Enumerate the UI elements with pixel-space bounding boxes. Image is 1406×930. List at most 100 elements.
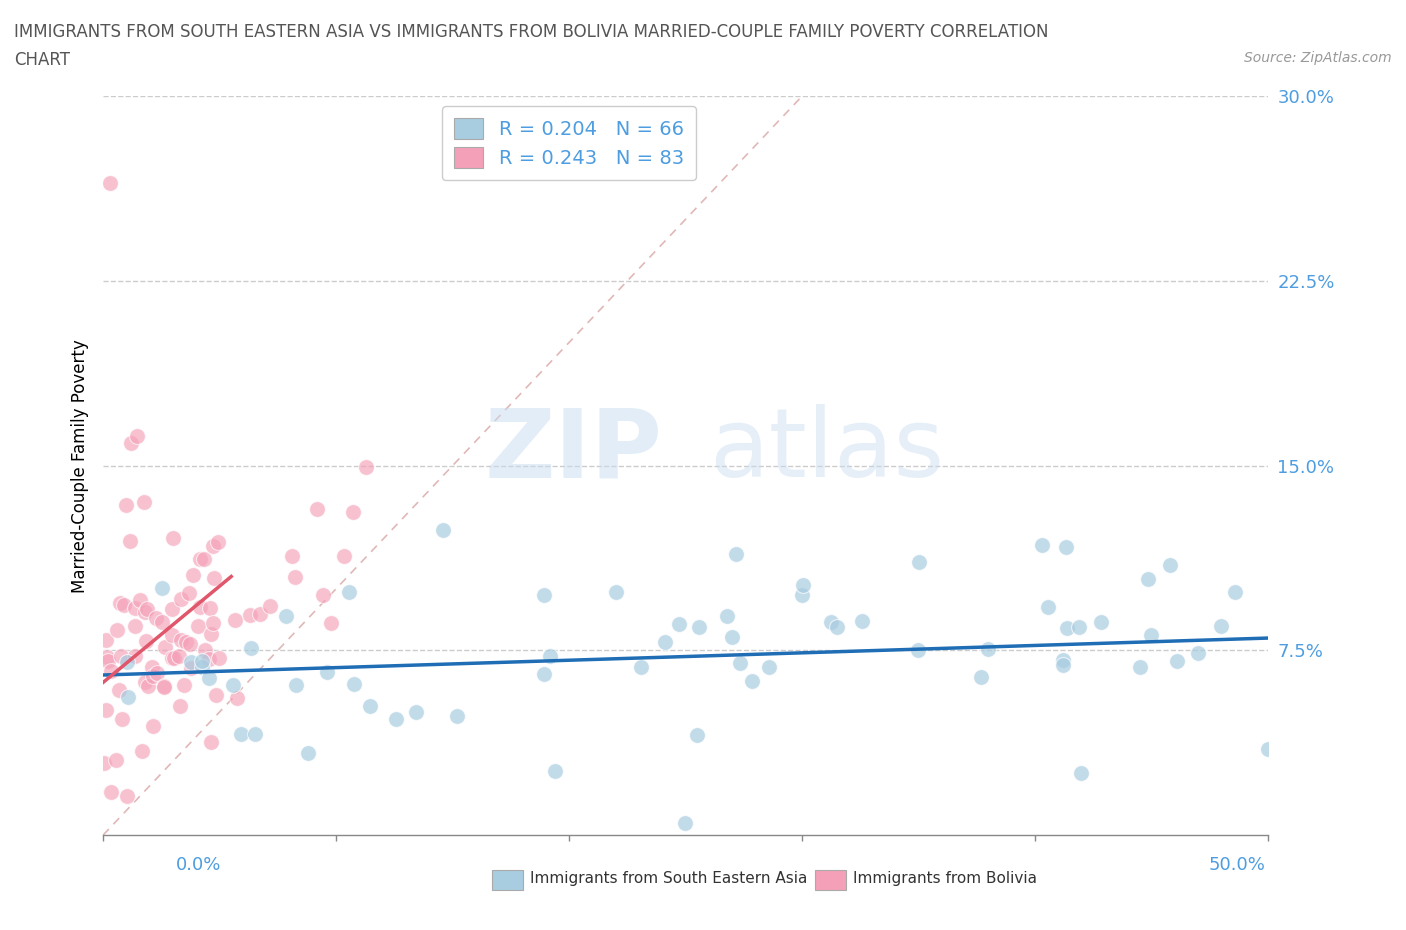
Point (141, 659, 163, 674)
Text: 0.0%: 0.0% (176, 856, 221, 873)
Point (240, 641, 263, 656)
Point (243, 726, 266, 741)
Point (1136, 571, 1159, 586)
Point (181, 567, 204, 582)
Point (730, 656, 752, 671)
Point (201, 538, 224, 553)
Point (191, 660, 214, 675)
Point (630, 660, 652, 675)
Point (142, 668, 165, 683)
Point (155, 640, 177, 655)
Point (970, 670, 993, 684)
Point (107, 683, 129, 698)
Point (97, 654, 120, 669)
Point (827, 620, 849, 635)
Point (124, 619, 146, 634)
Point (194, 643, 217, 658)
Point (136, 679, 159, 694)
Point (231, 726, 253, 741)
Point (432, 523, 454, 538)
Point (193, 551, 215, 566)
Point (100, 785, 122, 800)
Point (179, 637, 201, 652)
Point (716, 608, 738, 623)
Point (342, 504, 364, 519)
Point (150, 615, 173, 630)
Point (851, 614, 873, 629)
Point (160, 651, 183, 666)
Point (135, 633, 157, 648)
Point (104, 752, 127, 767)
Point (136, 602, 159, 617)
Point (1257, 741, 1279, 756)
Point (110, 596, 132, 611)
Point (198, 601, 221, 616)
Y-axis label: Married-Couple Family Poverty: Married-Couple Family Poverty (72, 339, 89, 592)
Point (145, 665, 167, 680)
Point (668, 617, 690, 631)
Point (198, 671, 221, 685)
Point (1166, 654, 1188, 669)
Point (208, 650, 231, 665)
Point (907, 554, 929, 569)
Point (163, 651, 186, 666)
Point (153, 678, 176, 693)
Point (1031, 538, 1053, 552)
Point (117, 655, 139, 670)
Point (167, 649, 190, 664)
Point (120, 534, 142, 549)
Point (741, 673, 763, 688)
Point (145, 611, 167, 626)
Point (1067, 619, 1090, 634)
Point (1036, 599, 1059, 614)
Point (207, 535, 229, 550)
Point (724, 547, 747, 562)
Text: Immigrants from Bolivia: Immigrants from Bolivia (853, 871, 1038, 886)
Point (200, 735, 222, 750)
Point (688, 619, 710, 634)
Point (792, 578, 814, 592)
Point (758, 659, 780, 674)
Text: Immigrants from South Eastern Asia: Immigrants from South Eastern Asia (530, 871, 807, 886)
Point (188, 551, 211, 566)
Point (297, 746, 319, 761)
Point (162, 628, 184, 643)
Legend: R = 0.204   N = 66, R = 0.243   N = 83: R = 0.204 N = 66, R = 0.243 N = 83 (443, 106, 696, 179)
Point (174, 634, 197, 649)
Point (907, 643, 929, 658)
Point (131, 743, 153, 758)
Point (274, 609, 297, 624)
Point (1159, 558, 1181, 573)
Point (111, 711, 134, 726)
Point (1209, 618, 1232, 633)
Point (225, 691, 247, 706)
Point (1056, 620, 1078, 635)
Text: 50.0%: 50.0% (1209, 856, 1265, 873)
Point (284, 570, 307, 585)
Point (1140, 628, 1163, 643)
Point (115, 789, 138, 804)
Point (173, 678, 195, 693)
Point (533, 587, 555, 602)
Point (202, 616, 225, 631)
Point (259, 598, 281, 613)
Point (405, 704, 427, 719)
Point (1129, 660, 1152, 675)
Point (153, 679, 176, 694)
Point (686, 727, 709, 742)
Point (162, 531, 184, 546)
Point (134, 675, 156, 690)
Point (544, 764, 567, 778)
Point (112, 597, 135, 612)
Point (285, 678, 308, 693)
Point (249, 606, 271, 621)
Point (332, 549, 354, 564)
Point (654, 635, 676, 650)
Point (162, 602, 184, 617)
Point (354, 459, 377, 474)
Point (533, 666, 555, 681)
Point (129, 593, 152, 608)
Point (170, 632, 193, 647)
Text: IMMIGRANTS FROM SOUTH EASTERN ASIA VS IMMIGRANTS FROM BOLIVIA MARRIED-COUPLE FAM: IMMIGRANTS FROM SOUTH EASTERN ASIA VS IM… (14, 23, 1049, 41)
Point (93, 756, 115, 771)
